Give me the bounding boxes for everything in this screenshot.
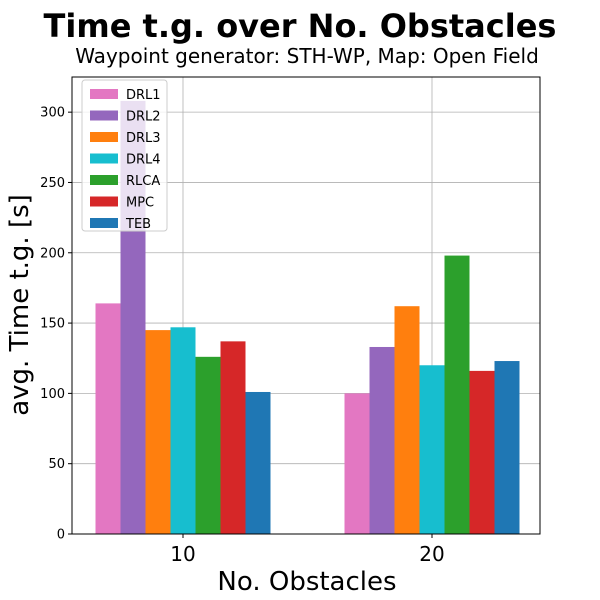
legend-swatch-rlca [90, 175, 118, 185]
bar-drl3-10 [145, 330, 171, 534]
bars-layer [95, 100, 520, 535]
bar-drl4-10 [170, 327, 196, 534]
legend-label-rlca: RLCA [126, 174, 160, 189]
legend-swatch-drl1 [90, 89, 118, 99]
y-tick-label: 300 [40, 106, 65, 121]
legend-swatch-drl3 [90, 132, 118, 142]
bar-drl2-20 [369, 346, 395, 534]
y-tick-label: 50 [48, 457, 65, 472]
bar-mpc-20 [469, 370, 495, 534]
bar-rlca-20 [444, 255, 470, 534]
y-tick-label: 250 [40, 176, 65, 191]
y-tick-label: 0 [57, 528, 65, 543]
legend-swatch-drl4 [90, 153, 118, 164]
legend-label-drl2: DRL2 [126, 110, 161, 125]
legend: DRL1 DRL2 DRL3 DRL4 RLCA MPC TEB [81, 79, 168, 232]
legend-label-drl4: DRL4 [126, 153, 161, 168]
bar-rlca-10 [195, 356, 221, 534]
x-tick-label: 10 [170, 542, 195, 566]
bar-drl1-10 [95, 303, 121, 534]
plot-frame [71, 76, 541, 535]
legend-label-drl1: DRL1 [126, 88, 161, 103]
chart-subtitle: Waypoint generator: STH-WP, Map: Open Fi… [75, 44, 539, 68]
bar-drl1-20 [344, 393, 370, 534]
y-tick-label: 200 [40, 246, 65, 261]
y-axis-label: avg. Time t.g. [s] [5, 194, 35, 416]
legend-label-drl3: DRL3 [126, 131, 161, 146]
y-tick-label: 100 [40, 387, 65, 402]
ticks-layer: 0 50 100 150 200 250 300 10 20 [40, 106, 445, 566]
bar-drl4-20 [419, 365, 445, 534]
y-tick-label: 150 [40, 317, 65, 332]
legend-label-mpc: MPC [126, 196, 154, 211]
legend-swatch-teb [90, 218, 118, 228]
bar-mpc-10 [220, 341, 246, 534]
x-axis-label: No. Obstacles [217, 567, 396, 597]
bar-drl3-20 [394, 306, 420, 534]
chart-title: Time t.g. over No. Obstacles [44, 7, 557, 45]
x-tick-label: 20 [419, 542, 444, 566]
bar-teb-10 [245, 391, 271, 534]
legend-swatch-mpc [90, 196, 118, 207]
legend-label-teb: TEB [125, 217, 151, 232]
legend-swatch-drl2 [90, 110, 118, 121]
bar-teb-20 [494, 361, 520, 534]
